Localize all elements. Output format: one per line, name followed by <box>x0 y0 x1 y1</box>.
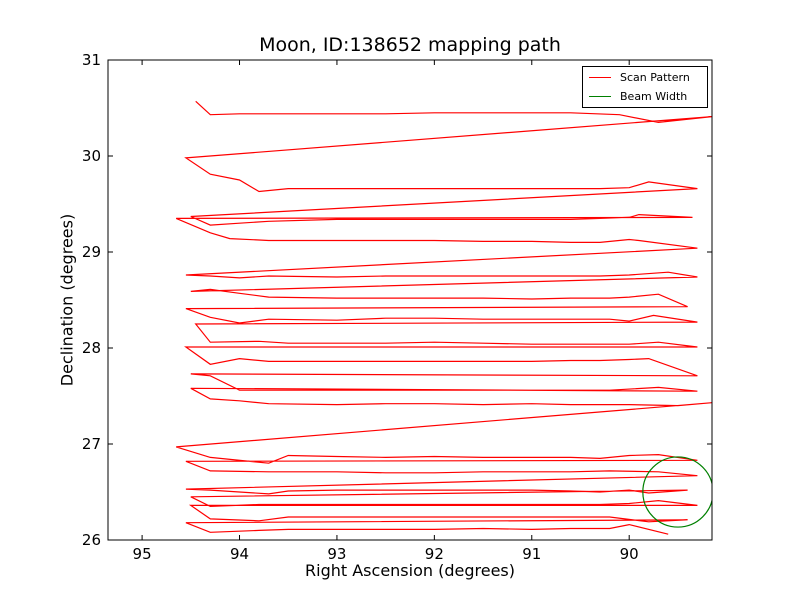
legend: Scan Pattern Beam Width <box>582 66 708 108</box>
x-tick-label: 92 <box>425 545 444 563</box>
y-tick-label: 26 <box>82 531 101 549</box>
y-tick-label: 28 <box>82 339 101 357</box>
x-tick-label: 94 <box>230 545 249 563</box>
legend-item-beam-width: Beam Width <box>589 88 687 104</box>
x-tick-label: 90 <box>620 545 639 563</box>
y-tick-label: 31 <box>82 51 101 69</box>
scan-pattern-line <box>175 100 712 535</box>
y-tick-label: 27 <box>82 435 101 453</box>
legend-item-scan-pattern: Scan Pattern <box>589 69 690 85</box>
x-tick-label: 91 <box>522 545 541 563</box>
beam-width-circle <box>642 456 712 528</box>
legend-swatch-beam-width <box>589 95 611 97</box>
y-axis-label: Declination (degrees) <box>57 213 77 387</box>
y-tick-label: 30 <box>82 147 101 165</box>
x-axis-label: Right Ascension (degrees) <box>305 561 515 580</box>
legend-label-beam-width: Beam Width <box>620 89 688 103</box>
legend-swatch-scan-pattern <box>589 76 611 78</box>
plot-frame <box>107 59 713 541</box>
legend-label-scan-pattern: Scan Pattern <box>620 70 690 84</box>
chart-title: Moon, ID:138652 mapping path <box>259 34 561 56</box>
y-tick-label: 29 <box>82 243 101 261</box>
x-tick-label: 93 <box>327 545 346 563</box>
x-tick-label: 95 <box>133 545 152 563</box>
